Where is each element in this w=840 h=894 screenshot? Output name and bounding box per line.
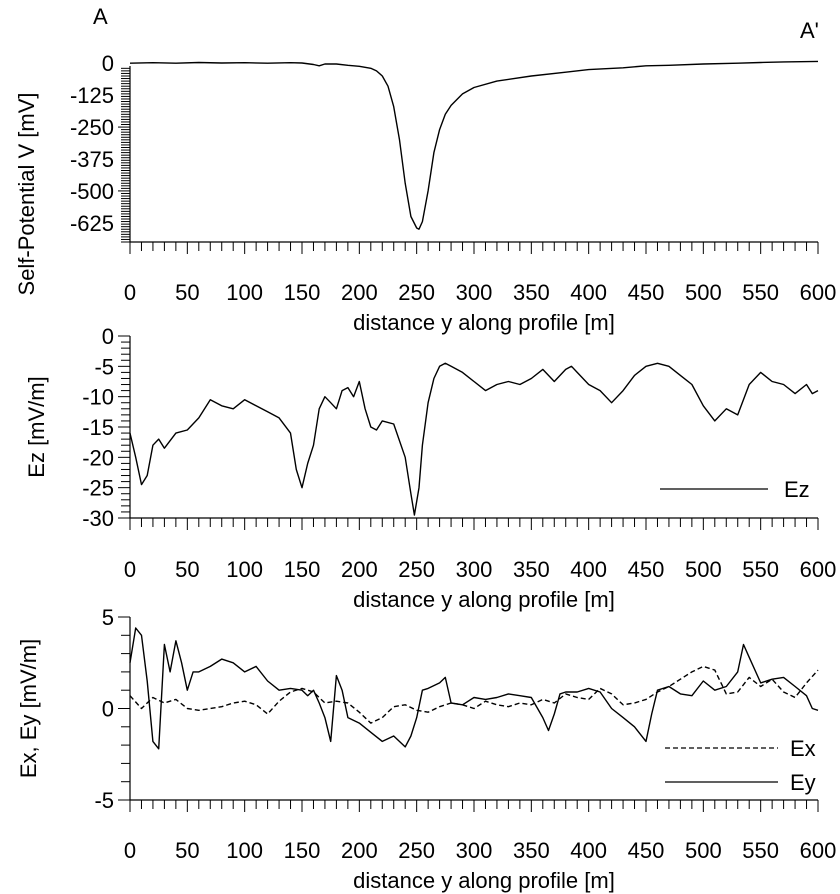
- series-line-ex: [129, 665, 819, 724]
- chart-panel-2: 0 50 100 150 200 250 300 350 400 450 500 550 600 0 -5 -…: [24, 324, 836, 612]
- corner-label-right: A': [800, 18, 819, 43]
- series-line-sp: [129, 60, 819, 230]
- y-tick-label: -500: [70, 179, 114, 204]
- x-tick-label: 400: [570, 838, 607, 863]
- chart-panels: 0 50 100 150 200 250 300 350 400 450 500 550 6000-12…: [14, 51, 836, 893]
- x-tick-label: 500: [685, 838, 722, 863]
- x-tick-label: 250: [398, 280, 435, 305]
- x-tick-label: 600: [800, 557, 837, 582]
- x-tick-label: 200: [341, 557, 378, 582]
- x-tick-label: 350: [513, 280, 550, 305]
- x-tick-label: 550: [742, 557, 779, 582]
- x-tick-label: 600: [800, 280, 837, 305]
- x-tick-label: 600: [800, 838, 837, 863]
- y-tick-label: 5: [102, 605, 114, 630]
- x-axis-title: distance y along profile [m]: [353, 868, 615, 893]
- x-tick-label: 400: [570, 280, 607, 305]
- x-axis-title: distance y along profile [m]: [353, 587, 615, 612]
- x-tick-label: 550: [742, 838, 779, 863]
- x-tick-label: 500: [685, 557, 722, 582]
- x-tick-label: 450: [628, 280, 665, 305]
- y-axis-title: Self-Potential V [mV]: [14, 93, 39, 296]
- y-axis-title: Ex, Ey [mV/m]: [16, 639, 41, 778]
- y-tick-label: -250: [70, 115, 114, 140]
- x-tick-label: 300: [456, 557, 493, 582]
- x-tick-label: 250: [398, 557, 435, 582]
- x-tick-label: 100: [226, 280, 263, 305]
- series-line-ey: [129, 627, 819, 750]
- y-tick-label: -30: [82, 506, 114, 531]
- y-tick-label: -5: [94, 354, 114, 379]
- y-tick-label: -25: [82, 476, 114, 501]
- y-tick-label: -20: [82, 445, 114, 470]
- y-axis-title: Ez [mV/m]: [24, 376, 49, 477]
- x-tick-label: 200: [341, 838, 378, 863]
- y-tick-label: 0: [102, 324, 114, 349]
- x-tick-label: 300: [456, 838, 493, 863]
- x-tick-label: 100: [226, 557, 263, 582]
- chart-panel-1: 0 50 100 150 200 250 300 350 400 450 500 550 600 0 -12…: [14, 51, 836, 335]
- x-tick-label: 300: [456, 280, 493, 305]
- y-tick-label: -125: [70, 83, 114, 108]
- legend-label-ey: Ey: [790, 770, 816, 795]
- y-tick-label: -625: [70, 211, 114, 236]
- x-tick-label: 0: [124, 838, 136, 863]
- x-tick-label: 150: [284, 557, 321, 582]
- y-tick-label: -15: [82, 415, 114, 440]
- x-tick-label: 350: [513, 557, 550, 582]
- x-tick-label: 200: [341, 280, 378, 305]
- x-tick-label: 50: [175, 838, 199, 863]
- x-tick-label: 350: [513, 838, 550, 863]
- x-tick-label: 450: [628, 838, 665, 863]
- corner-label-left: A: [93, 4, 108, 29]
- y-tick-label: -5: [94, 788, 114, 813]
- x-tick-label: 50: [175, 280, 199, 305]
- y-tick-label: 0: [102, 51, 114, 76]
- legend-label-ez: Ez: [784, 477, 810, 502]
- x-tick-label: 150: [284, 838, 321, 863]
- x-tick-label: 450: [628, 557, 665, 582]
- x-tick-label: 100: [226, 838, 263, 863]
- x-axis-title: distance y along profile [m]: [353, 310, 615, 335]
- x-tick-label: 50: [175, 557, 199, 582]
- x-tick-label: 250: [398, 838, 435, 863]
- y-tick-label: -375: [70, 147, 114, 172]
- x-tick-label: 0: [124, 557, 136, 582]
- y-tick-label: 0: [102, 697, 114, 722]
- x-tick-label: 550: [742, 280, 779, 305]
- x-tick-label: 0: [124, 280, 136, 305]
- legend-label-ex: Ex: [790, 736, 816, 761]
- x-tick-label: 500: [685, 280, 722, 305]
- series-line-ez: [129, 362, 819, 516]
- y-tick-label: -10: [82, 385, 114, 410]
- x-tick-label: 400: [570, 557, 607, 582]
- x-tick-label: 150: [284, 280, 321, 305]
- chart-panel-3: 0 50 100 150 200 250 300 350 400 450 500 550 60050-5…: [16, 605, 836, 893]
